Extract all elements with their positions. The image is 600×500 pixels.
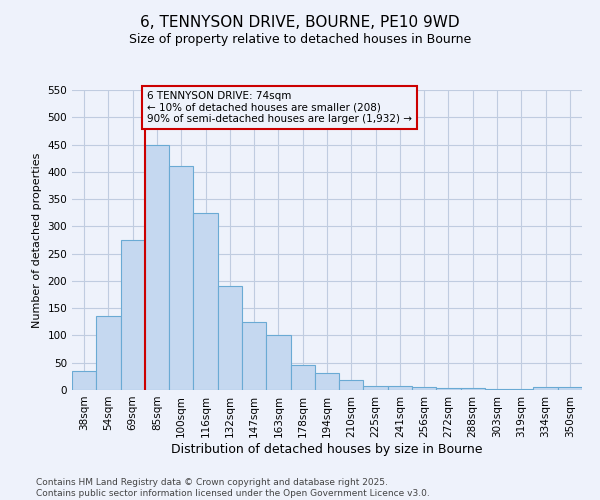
Y-axis label: Number of detached properties: Number of detached properties bbox=[32, 152, 42, 328]
Bar bbox=[339, 380, 364, 390]
Text: 6 TENNYSON DRIVE: 74sqm
← 10% of detached houses are smaller (208)
90% of semi-d: 6 TENNYSON DRIVE: 74sqm ← 10% of detache… bbox=[147, 91, 412, 124]
Bar bbox=[364, 386, 388, 390]
Bar bbox=[388, 386, 412, 390]
Bar bbox=[412, 388, 436, 390]
Bar bbox=[193, 212, 218, 390]
Text: 6, TENNYSON DRIVE, BOURNE, PE10 9WD: 6, TENNYSON DRIVE, BOURNE, PE10 9WD bbox=[140, 15, 460, 30]
Bar bbox=[461, 388, 485, 390]
Text: Size of property relative to detached houses in Bourne: Size of property relative to detached ho… bbox=[129, 32, 471, 46]
Bar bbox=[72, 371, 96, 390]
Bar bbox=[533, 388, 558, 390]
X-axis label: Distribution of detached houses by size in Bourne: Distribution of detached houses by size … bbox=[171, 442, 483, 456]
Bar bbox=[121, 240, 145, 390]
Bar bbox=[558, 388, 582, 390]
Bar bbox=[218, 286, 242, 390]
Bar bbox=[315, 372, 339, 390]
Bar bbox=[145, 144, 169, 390]
Bar bbox=[436, 388, 461, 390]
Bar bbox=[485, 389, 509, 390]
Bar bbox=[290, 366, 315, 390]
Bar bbox=[266, 336, 290, 390]
Text: Contains HM Land Registry data © Crown copyright and database right 2025.
Contai: Contains HM Land Registry data © Crown c… bbox=[36, 478, 430, 498]
Bar bbox=[169, 166, 193, 390]
Bar bbox=[96, 316, 121, 390]
Bar bbox=[242, 322, 266, 390]
